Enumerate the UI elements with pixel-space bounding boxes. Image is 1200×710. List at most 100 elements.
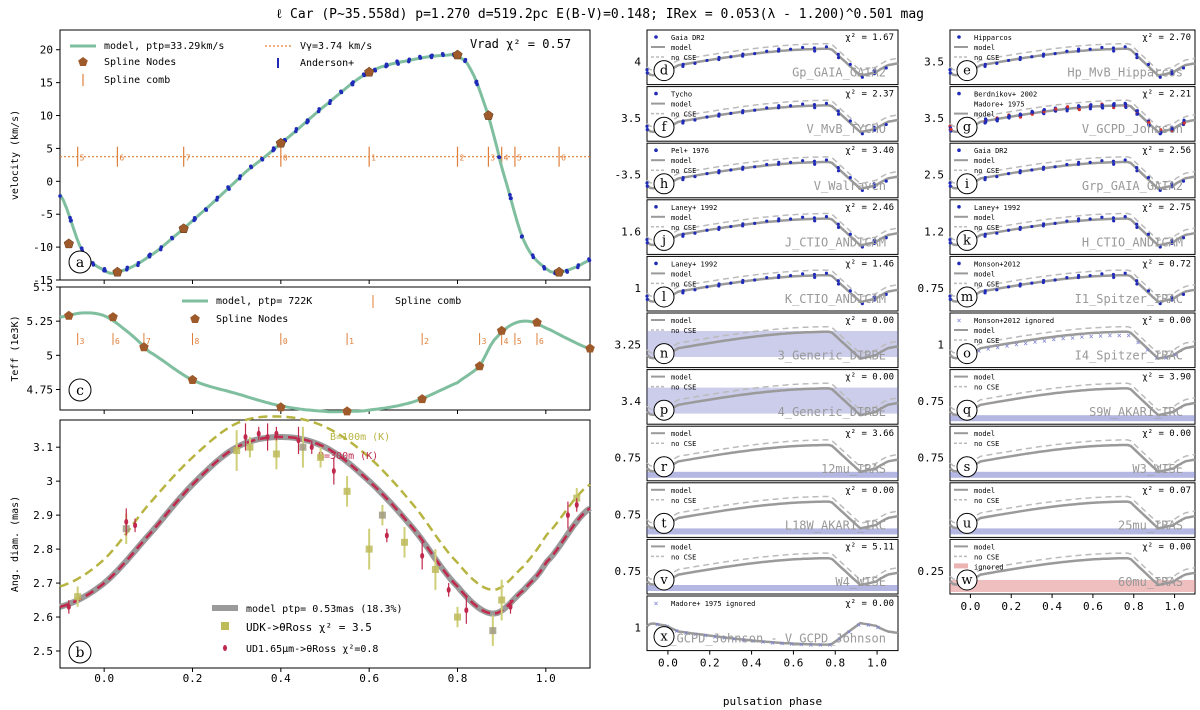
spline-comb-label: 3 <box>490 154 495 163</box>
legend-vgamma: Vγ=3.74 km/s <box>300 41 372 52</box>
no-cse-curve <box>949 269 1196 298</box>
panel-g: Berdnikov+ 2002 Madore+ 1975 model χ² = 2.2… <box>924 86 1196 142</box>
legend-entry: model <box>671 214 692 222</box>
band-name: Grp_GAIA_GAIA2 <box>1082 179 1183 193</box>
panel-s: model no CSE χ² = 0.00 W3_WISE 0.75 s <box>918 425 1196 482</box>
panel-label-circle <box>956 512 978 534</box>
data-point <box>1089 103 1093 107</box>
panel-x: × × × × × × × × × × × × × × × × × × × × × × × × × Madore+ 1975 ig… <box>634 595 899 652</box>
model-curve <box>646 273 899 304</box>
ignored-point: × <box>1126 331 1131 340</box>
x-tick-label: 0.6 <box>1083 600 1103 613</box>
data-point <box>1077 108 1081 112</box>
model-curve <box>646 160 899 191</box>
spline-comb-label: 6 <box>539 337 544 346</box>
x-tick-label: 0.2 <box>700 657 720 670</box>
data-point <box>884 179 888 183</box>
chi2-stat: χ² = 2.21 <box>1142 90 1191 100</box>
model-curve <box>646 330 899 360</box>
data-point <box>872 241 877 246</box>
data-point <box>705 228 709 232</box>
udk-point <box>299 443 307 451</box>
ignored-point: × <box>1154 354 1159 363</box>
legend-entry: no CSE <box>974 440 999 448</box>
y-tick-label: 5 <box>46 349 53 362</box>
y-tick-label: 10 <box>40 110 53 123</box>
data-point <box>645 297 649 302</box>
data-point <box>1112 275 1116 280</box>
data-point <box>872 125 876 129</box>
flux-band <box>950 580 1195 592</box>
data-point <box>729 55 733 59</box>
data-point <box>1124 105 1128 109</box>
data-point-anderson <box>463 59 467 64</box>
data-point <box>801 159 805 163</box>
no-cse-curve <box>646 439 899 468</box>
data-point <box>948 68 952 72</box>
no-cse-curve <box>646 269 899 298</box>
data-point-anderson <box>68 219 73 223</box>
data-point <box>681 289 685 293</box>
data-point <box>1136 112 1140 116</box>
udh-point <box>508 603 513 610</box>
data-point <box>1065 162 1069 167</box>
data-point-anderson <box>508 193 512 197</box>
spline-node <box>364 66 375 77</box>
spline-node <box>452 49 463 60</box>
model-curve <box>949 160 1196 191</box>
legend-nodes: Spline Nodes <box>104 57 176 68</box>
x-tick-label: 0.0 <box>94 672 114 685</box>
data-point <box>1100 215 1104 219</box>
legend-entry: Tycho <box>671 91 692 99</box>
y-tick-label: 0.75 <box>615 452 642 465</box>
data-point <box>983 232 987 236</box>
legend-entry: model <box>974 327 995 335</box>
y-tick-label: 1 <box>634 282 641 295</box>
panel-frame <box>949 369 1196 425</box>
panel-label-circle <box>68 640 92 664</box>
legend-entry: no CSE <box>974 54 999 62</box>
band-name: Hp_MvB_Hipparcos <box>1067 66 1183 80</box>
data-point-anderson <box>316 109 321 114</box>
panel-frame <box>646 199 899 255</box>
ignored-point: × <box>1117 331 1122 340</box>
chi2-stat: χ² = 3.90 <box>1142 373 1191 383</box>
data-point <box>645 124 649 128</box>
data-point <box>741 52 745 56</box>
data-point <box>1170 238 1174 243</box>
legend-entry: model <box>974 270 995 278</box>
ignored-point: × <box>818 641 823 650</box>
chi2-stat: χ² = 3.40 <box>845 146 894 156</box>
data-point-anderson <box>147 253 151 258</box>
data-point <box>860 245 864 249</box>
legend-entry: no CSE <box>671 553 696 561</box>
data-point-anderson <box>203 207 208 211</box>
x-tick-label: 0.8 <box>825 657 845 670</box>
chi2-stat: χ² = 3.66 <box>845 429 894 439</box>
panel-m: Monson+2012 model no CSE χ² = 0.72 I1_Spitze… <box>918 255 1196 312</box>
no-cse-curve <box>646 42 899 72</box>
data-point <box>645 128 649 132</box>
band-name: K_CTIO_ANDICAM <box>785 292 886 306</box>
panel-label: c <box>76 383 84 399</box>
ignored-point: × <box>856 620 861 629</box>
spline-comb-label: 3 <box>80 337 85 346</box>
spline-comb-label: 1 <box>349 337 354 346</box>
no-cse-curve <box>949 156 1196 185</box>
data-point <box>948 297 952 302</box>
ignored-point: × <box>1023 339 1028 348</box>
data-point <box>1135 169 1139 173</box>
panel-label-circle <box>68 250 92 274</box>
udk-point <box>489 627 497 635</box>
udk-point <box>343 487 351 495</box>
data-point <box>983 289 987 293</box>
legend-model: model, ptp=33.29km/s <box>104 41 224 52</box>
data-point <box>872 69 876 73</box>
data-point-anderson <box>102 268 106 273</box>
y-tick-label: -10 <box>33 241 53 254</box>
spline-node <box>187 374 198 384</box>
data-point <box>1123 158 1127 162</box>
spline-comb-label: 7 <box>186 154 191 163</box>
legend-entry: model <box>671 317 692 325</box>
